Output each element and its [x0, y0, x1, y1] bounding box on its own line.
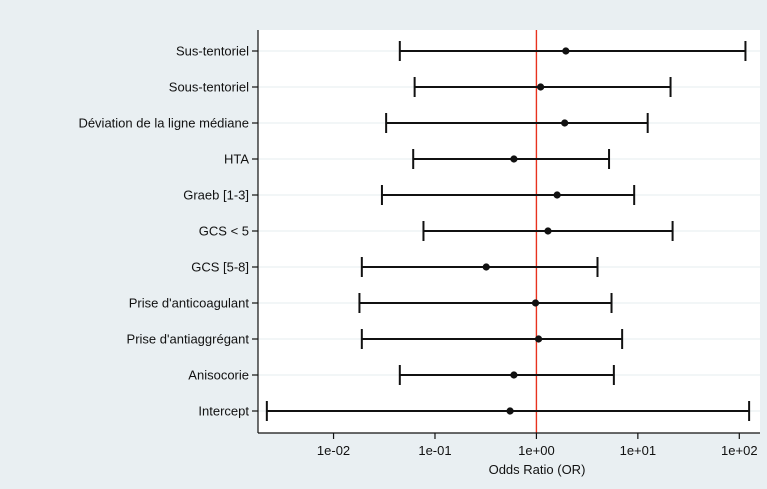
row-label: GCS < 5 — [199, 224, 249, 239]
point-estimate — [562, 47, 570, 55]
x-tick-label: 1e-01 — [418, 443, 451, 458]
point-estimate — [534, 335, 543, 343]
x-tick-label: 1e+00 — [518, 443, 555, 458]
row-label: Prise d'anticoagulant — [129, 296, 250, 311]
x-tick-label: 1e-02 — [317, 443, 350, 458]
x-axis-title: Odds Ratio (OR) — [489, 462, 586, 477]
point-estimate — [553, 191, 561, 199]
point-estimate — [482, 263, 490, 271]
row-label: Prise d'antiaggrégant — [127, 332, 250, 347]
row-label: Graeb [1-3] — [183, 188, 249, 203]
row-label: GCS [5-8] — [191, 260, 249, 275]
point-estimate — [510, 371, 518, 379]
point-estimate — [544, 227, 552, 235]
point-estimate — [506, 407, 514, 415]
row-label: Sus-tentoriel — [176, 44, 249, 59]
point-estimate — [561, 119, 569, 127]
marks-group — [265, 41, 751, 421]
row-label: Anisocorie — [188, 368, 249, 383]
row-label: Intercept — [198, 404, 249, 419]
x-tick-label: 1e+01 — [620, 443, 657, 458]
point-estimate — [510, 155, 518, 163]
row-label: HTA — [224, 152, 249, 167]
point-estimate — [531, 299, 540, 307]
x-tick-label: 1e+02 — [721, 443, 758, 458]
row-label: Déviation de la ligne médiane — [78, 116, 249, 131]
row-label: Sous-tentoriel — [169, 80, 249, 95]
labels-group: Sus-tentoriel Sous-tentoriel Déviation de … — [78, 44, 757, 459]
point-estimate — [537, 83, 545, 91]
